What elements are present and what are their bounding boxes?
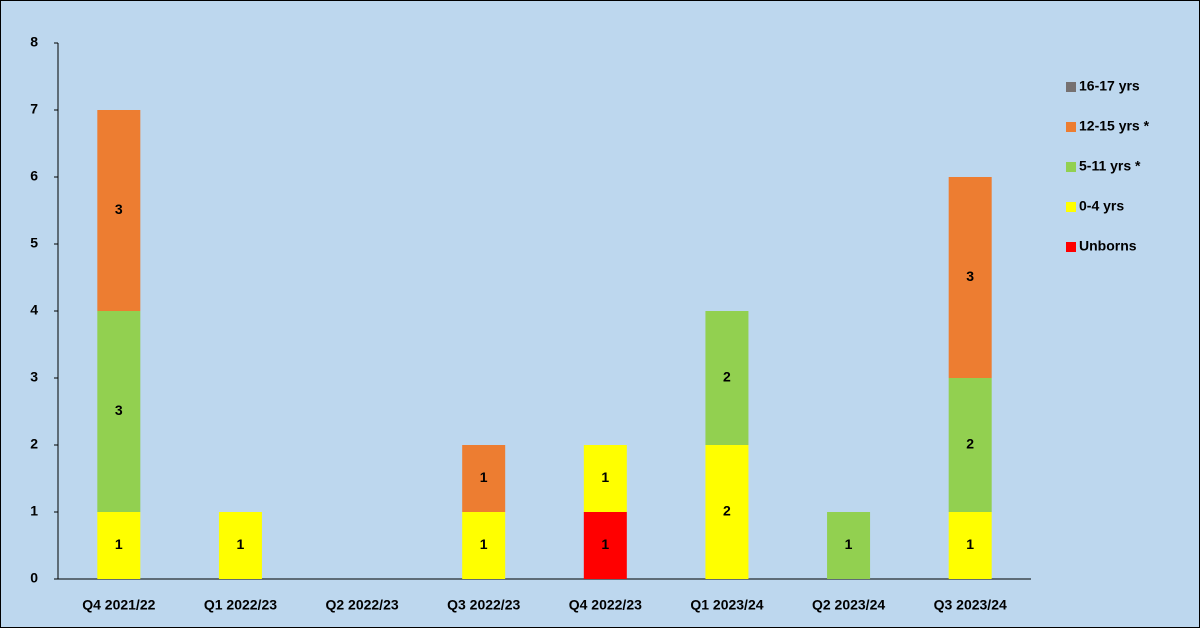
y-tick-label: 2: [30, 436, 38, 452]
data-label: 1: [601, 536, 609, 552]
y-tick-label: 8: [30, 34, 38, 50]
legend-label: Unborns: [1079, 238, 1137, 254]
data-label: 1: [480, 469, 488, 485]
y-tick-label: 3: [30, 369, 38, 385]
legend-swatch: [1066, 122, 1076, 132]
data-label: 2: [723, 369, 731, 385]
bar-segment: [97, 512, 141, 579]
bar-segment: [97, 311, 141, 512]
data-label: 3: [115, 402, 123, 418]
data-label: 2: [966, 436, 974, 452]
legend-swatch: [1066, 242, 1076, 252]
y-tick-label: 4: [30, 302, 38, 318]
bar-segment: [705, 445, 749, 579]
legend-label: 16-17 yrs: [1079, 78, 1140, 94]
legend-label: 5-11 yrs *: [1079, 158, 1141, 174]
x-tick-label: Q3 2022/23: [447, 597, 520, 613]
bar-segment: [462, 512, 506, 579]
x-tick-label: Q1 2022/23: [204, 597, 277, 613]
bar-segment: [97, 110, 141, 311]
data-label: 3: [966, 268, 974, 284]
legend-label: 0-4 yrs: [1079, 198, 1124, 214]
legend-swatch: [1066, 162, 1076, 172]
bar-segment: [827, 512, 871, 579]
y-tick-label: 5: [30, 235, 38, 251]
data-label: 1: [966, 536, 974, 552]
y-tick-label: 6: [30, 168, 38, 184]
bar-segment: [462, 445, 506, 512]
legend-swatch: [1066, 82, 1076, 92]
y-tick-label: 0: [30, 570, 38, 586]
x-tick-label: Q1 2023/24: [690, 597, 763, 613]
legend-label: 12-15 yrs *: [1079, 118, 1150, 134]
data-label: 3: [115, 201, 123, 217]
bar-segment: [948, 378, 992, 512]
bar-segment: [583, 512, 627, 579]
x-tick-label: Q2 2022/23: [325, 597, 398, 613]
x-tick-label: Q4 2021/22: [82, 597, 155, 613]
x-tick-label: Q3 2023/24: [934, 597, 1007, 613]
data-label: 2: [723, 503, 731, 519]
data-label: 1: [480, 536, 488, 552]
data-label: 1: [845, 536, 853, 552]
y-tick-label: 7: [30, 101, 38, 117]
bar-segment: [948, 177, 992, 378]
bar-segment: [948, 512, 992, 579]
bar-segment: [705, 311, 749, 445]
x-tick-label: Q2 2023/24: [812, 597, 885, 613]
data-label: 1: [237, 536, 245, 552]
x-tick-label: Q4 2022/23: [569, 597, 642, 613]
y-tick-label: 1: [30, 503, 38, 519]
bar-segment: [583, 445, 627, 512]
data-label: 1: [115, 536, 123, 552]
data-label: 1: [601, 469, 609, 485]
legend-swatch: [1066, 202, 1076, 212]
bar-segment: [218, 512, 262, 579]
